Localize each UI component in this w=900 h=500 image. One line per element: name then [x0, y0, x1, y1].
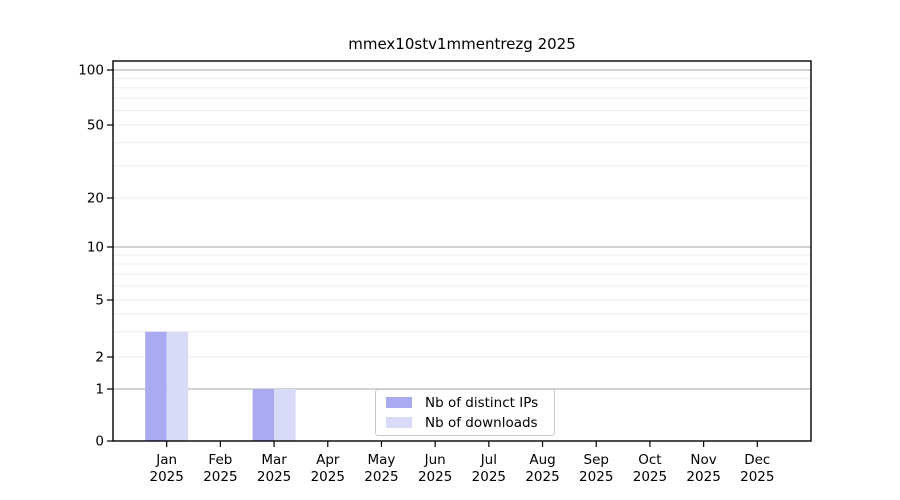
y-tick-label: 10 [87, 240, 104, 256]
legend: Nb of distinct IPs Nb of downloads [375, 389, 555, 436]
x-tick-label-month: Dec [744, 452, 770, 468]
x-tick-label-year: 2025 [686, 469, 720, 485]
x-tick-label-year: 2025 [740, 469, 774, 485]
bar-distinct-ips [252, 389, 275, 441]
y-tick-label: 1 [95, 382, 104, 398]
x-tick-label-month: Apr [316, 452, 340, 468]
y-tick-label: 0 [95, 434, 104, 450]
x-tick-label-year: 2025 [364, 469, 398, 485]
x-tick-label-year: 2025 [633, 469, 667, 485]
x-tick-label-year: 2025 [150, 469, 184, 485]
chart-title: mmex10stv1mmentrezg 2025 [348, 35, 576, 53]
y-tick-label: 50 [87, 118, 104, 134]
legend-label-downloads: Nb of downloads [425, 414, 538, 431]
legend-label-distinct-ips: Nb of distinct IPs [425, 394, 539, 411]
axes-frame [112, 60, 812, 442]
x-tick-label-year: 2025 [525, 469, 559, 485]
x-tick-label-month: Sep [584, 452, 609, 468]
y-tick-label: 20 [87, 191, 104, 207]
bar-distinct-ips [145, 331, 167, 441]
x-tick-label-month: Oct [638, 452, 661, 468]
y-tick-label: 5 [95, 293, 104, 309]
x-tick-label-year: 2025 [203, 469, 237, 485]
x-tick-label-month: Nov [690, 452, 716, 468]
bar-downloads [166, 331, 189, 441]
y-tick-label: 100 [78, 63, 104, 79]
x-tick-label-year: 2025 [418, 469, 452, 485]
bar-downloads [274, 389, 296, 441]
x-tick-label-month: Jan [155, 452, 177, 468]
x-tick-label-month: Jun [424, 452, 446, 468]
y-tick-label: 2 [95, 350, 104, 366]
x-tick-label-year: 2025 [311, 469, 345, 485]
legend-entry-downloads: Nb of downloads [386, 414, 546, 431]
x-tick-label-year: 2025 [579, 469, 613, 485]
x-tick-label-year: 2025 [257, 469, 291, 485]
x-tick-label-month: May [368, 452, 396, 468]
x-tick-label-year: 2025 [472, 469, 506, 485]
legend-swatch-downloads-icon [386, 417, 412, 428]
legend-entry-distinct-ips: Nb of distinct IPs [386, 394, 546, 411]
x-tick-label-month: Mar [261, 452, 287, 468]
x-tick-label-month: Feb [208, 452, 232, 468]
x-tick-label-month: Aug [529, 452, 555, 468]
x-tick-label-month: Jul [480, 452, 497, 468]
legend-swatch-distinct-ips-icon [386, 397, 412, 408]
